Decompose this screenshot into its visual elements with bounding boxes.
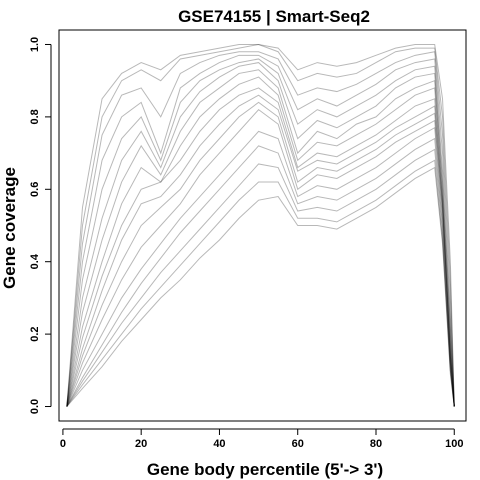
x-axis-label: Gene body percentile (5'-> 3') [147,460,383,479]
coverage-line-5 [66,58,455,407]
y-tick-label: 0.0 [29,399,41,414]
x-tick-label: 60 [292,438,304,450]
coverage-line-15 [66,148,455,407]
coverage-line-2 [66,43,455,407]
coverage-line-12 [66,108,455,407]
y-axis: 0.0 0.2 0.4 0.6 0.8 1.0 [29,37,52,414]
x-tick-label: 0 [60,438,66,450]
x-tick-label: 20 [135,438,147,450]
coverage-line-3 [66,51,455,407]
coverage-line-9 [66,87,455,407]
coverage-line-4 [66,54,455,407]
coverage-line-1 [66,43,455,407]
y-axis-label: Gene coverage [0,167,19,289]
y-tick-label: 0.2 [29,326,41,341]
coverage-line-7 [66,69,455,407]
coverage-line-13 [66,126,455,407]
coverage-line-6 [66,62,455,407]
x-tick-label: 100 [445,438,463,450]
y-tick-label: 0.8 [29,109,41,124]
series-group [66,43,455,407]
y-tick-label: 0.6 [29,182,41,197]
coverage-line-14 [66,137,455,407]
x-axis: 0 20 40 60 80 100 [60,428,463,450]
x-tick-label: 40 [213,438,225,450]
coverage-line-10 [66,94,455,407]
y-tick-label: 0.4 [29,253,41,269]
coverage-line-11 [66,101,455,407]
coverage-line-17 [66,166,455,407]
chart-title: GSE74155 | Smart-Seq2 [178,7,370,26]
x-tick-label: 80 [370,438,382,450]
plot-frame [58,29,467,422]
coverage-line-8 [66,76,455,407]
y-tick-label: 1.0 [29,37,41,52]
coverage-line-16 [66,159,455,407]
